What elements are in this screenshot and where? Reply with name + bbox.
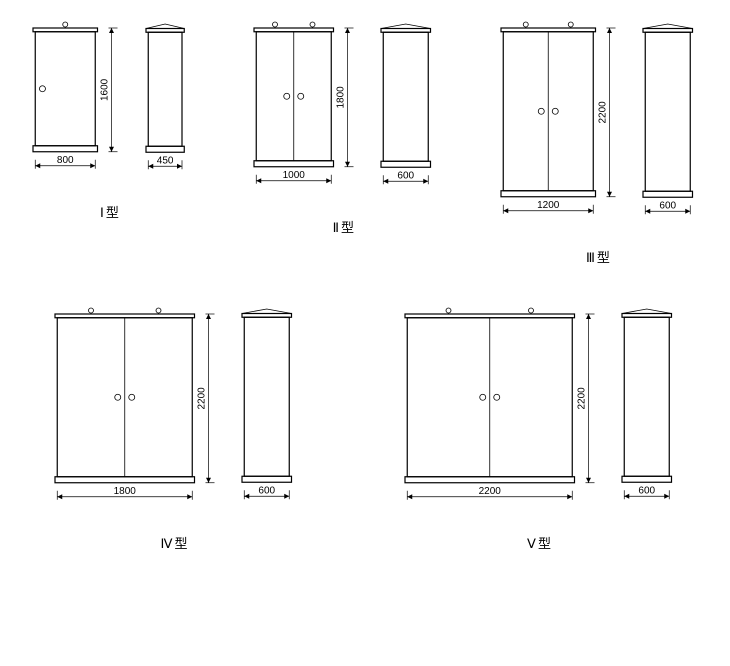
views: 2200 2200 600 xyxy=(403,306,678,513)
svg-text:1200: 1200 xyxy=(537,200,560,211)
svg-text:1800: 1800 xyxy=(113,486,136,497)
views: 1000 1800 600 xyxy=(252,20,437,197)
cabinet-type2: 1000 1800 600 Ⅱ型 xyxy=(252,20,437,266)
svg-text:600: 600 xyxy=(398,170,415,181)
svg-text:450: 450 xyxy=(156,155,173,166)
cabinet-type1: 800 1600 450 Ⅰ型 xyxy=(31,20,190,266)
cabinet-type4: 1800 2200 600 Ⅳ型 xyxy=(53,306,298,552)
svg-text:600: 600 xyxy=(258,486,275,497)
svg-text:2200: 2200 xyxy=(576,387,587,410)
side-view: 600 xyxy=(641,21,699,227)
svg-text:2200: 2200 xyxy=(196,387,207,410)
cabinet-type5: 2200 2200 600 Ⅴ型 xyxy=(403,306,678,552)
type-label: Ⅰ型 xyxy=(100,202,121,221)
row-1: 800 1600 450 Ⅰ型 1000 1800 600 Ⅱ型 1200 2200 600 Ⅲ型 xyxy=(10,20,720,266)
row-2: 1800 2200 600 Ⅳ型 2200 2200 600 Ⅴ型 xyxy=(10,306,720,552)
side-view: 450 xyxy=(144,21,190,182)
front-view: 800 1600 xyxy=(31,20,130,182)
views: 1800 2200 600 xyxy=(53,306,298,513)
side-view: 600 xyxy=(379,21,437,197)
svg-text:1000: 1000 xyxy=(282,170,305,181)
svg-text:1600: 1600 xyxy=(100,78,111,101)
front-view: 1800 2200 xyxy=(53,306,227,513)
front-view: 1000 1800 xyxy=(252,20,366,197)
type-label: Ⅱ型 xyxy=(333,217,356,236)
svg-text:600: 600 xyxy=(660,200,677,211)
type-label: Ⅲ型 xyxy=(586,247,612,266)
svg-text:1800: 1800 xyxy=(335,86,346,109)
svg-text:600: 600 xyxy=(638,486,655,497)
svg-text:800: 800 xyxy=(57,155,74,166)
front-view: 2200 2200 xyxy=(403,306,607,513)
type-label: Ⅳ型 xyxy=(161,533,190,552)
side-view: 600 xyxy=(620,306,678,512)
views: 1200 2200 600 xyxy=(499,20,699,227)
type-label: Ⅴ型 xyxy=(527,533,553,552)
views: 800 1600 450 xyxy=(31,20,190,182)
side-view: 600 xyxy=(240,306,298,512)
svg-text:2200: 2200 xyxy=(478,486,501,497)
cabinet-type3: 1200 2200 600 Ⅲ型 xyxy=(499,20,699,266)
svg-text:2200: 2200 xyxy=(597,101,608,124)
front-view: 1200 2200 xyxy=(499,20,628,227)
